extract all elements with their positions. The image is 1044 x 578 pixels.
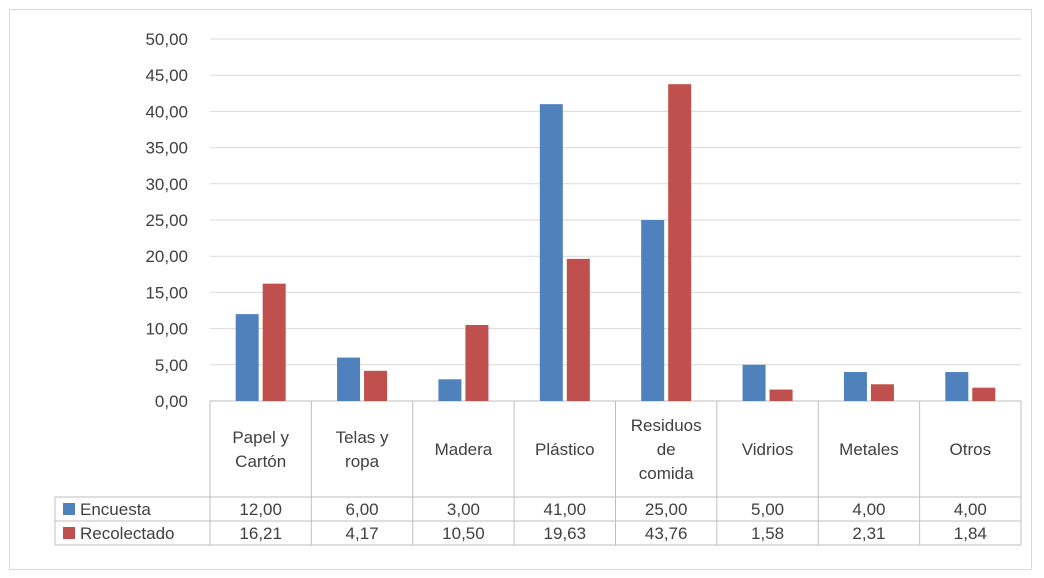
bar-recolectado-5	[769, 389, 793, 401]
category-label: Papel y	[232, 428, 289, 447]
y-tick-label: 0,00	[155, 392, 188, 411]
bar-encuesta-4	[641, 220, 665, 401]
gridlines	[210, 38, 1021, 402]
y-tick-label: 5,00	[155, 356, 188, 375]
bar-recolectado-6	[870, 384, 894, 401]
bar-encuesta-3	[539, 104, 563, 401]
category-label: Cartón	[235, 452, 286, 471]
category-label: Vidrios	[742, 440, 794, 459]
data-cell-recolectado-2: 10,50	[442, 524, 485, 543]
y-axis-ticks: 0,00 5,00 10,00 15,00 20,00 25,00 30,00 35,00 40…	[145, 30, 188, 411]
category-label: de	[657, 440, 676, 459]
y-tick-label: 25,00	[145, 211, 188, 230]
data-cell-recolectado-0: 16,21	[239, 524, 282, 543]
bar-encuesta-7	[945, 372, 969, 401]
bar-recolectado-1	[364, 370, 388, 401]
y-tick-label: 40,00	[145, 102, 188, 121]
bar-encuesta-5	[742, 364, 766, 401]
bar-recolectado-2	[465, 324, 489, 401]
y-tick-label: 20,00	[145, 247, 188, 266]
y-tick-label: 50,00	[145, 30, 188, 49]
category-label: Plástico	[535, 440, 595, 459]
category-label: Metales	[839, 440, 899, 459]
bar-recolectado-7	[972, 387, 996, 401]
data-table: Papel y Cartón Telas y ropa Madera Plástico Re…	[54, 401, 1022, 546]
category-label: Madera	[435, 440, 493, 459]
category-label: Otros	[950, 440, 992, 459]
bar-encuesta-6	[843, 372, 867, 401]
y-tick-label: 35,00	[145, 139, 188, 158]
bar-recolectado-0	[262, 283, 286, 401]
data-cell-recolectado-6: 2,31	[852, 524, 885, 543]
category-label: Residuos	[631, 416, 702, 435]
chart-frame	[9, 9, 1032, 570]
data-cell-recolectado-5: 1,58	[751, 524, 784, 543]
data-cell-recolectado-7: 1,84	[954, 524, 987, 543]
legend-key-recolectado	[63, 527, 75, 539]
y-tick-label: 10,00	[145, 320, 188, 339]
bar-encuesta-0	[235, 314, 259, 401]
data-cell-encuesta-1: 6,00	[346, 500, 379, 519]
bar-encuesta-2	[438, 379, 462, 401]
data-cell-encuesta-4: 25,00	[645, 500, 688, 519]
category-label: Telas y	[336, 428, 389, 447]
data-cell-encuesta-6: 4,00	[852, 500, 885, 519]
legend-label-encuesta: Encuesta	[80, 500, 151, 519]
y-tick-label: 30,00	[145, 175, 188, 194]
y-tick-label: 15,00	[145, 283, 188, 302]
bar-recolectado-4	[668, 84, 692, 401]
y-tick-label: 45,00	[145, 66, 188, 85]
legend-label-recolectado: Recolectado	[80, 524, 175, 543]
data-cell-recolectado-3: 19,63	[544, 524, 587, 543]
data-cell-encuesta-0: 12,00	[239, 500, 282, 519]
data-cell-encuesta-3: 41,00	[544, 500, 587, 519]
category-label: ropa	[345, 452, 380, 471]
bar-recolectado-3	[566, 258, 590, 401]
category-label: comida	[639, 464, 694, 483]
bar-encuesta-1	[337, 357, 361, 401]
bars	[235, 84, 996, 401]
data-cell-recolectado-4: 43,76	[645, 524, 688, 543]
data-cell-encuesta-5: 5,00	[751, 500, 784, 519]
legend-key-encuesta	[63, 503, 75, 515]
data-cell-recolectado-1: 4,17	[346, 524, 379, 543]
data-cell-encuesta-2: 3,00	[447, 500, 480, 519]
data-cell-encuesta-7: 4,00	[954, 500, 987, 519]
